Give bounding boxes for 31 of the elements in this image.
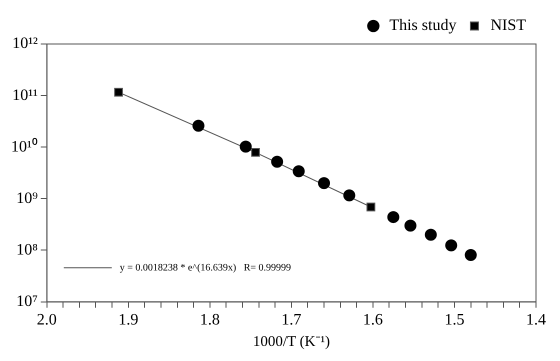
- y-tick-label: 10⁷: [16, 293, 38, 310]
- y-tick-label: 10¹²: [12, 35, 38, 52]
- y-tick-label: 10⁸: [16, 241, 38, 258]
- legend-label: This study: [389, 17, 456, 34]
- y-tick-label: 10¹⁰: [11, 137, 38, 156]
- x-tick-label: 2.0: [36, 312, 57, 329]
- y-tick-label: 10¹¹: [12, 86, 38, 104]
- x-tick-label: 1.6: [362, 312, 383, 329]
- x-tick-label: 1.9: [118, 312, 138, 329]
- x-tick-label: 1.8: [200, 312, 220, 329]
- point: [292, 165, 305, 178]
- point: [192, 120, 204, 132]
- point: [343, 189, 356, 202]
- x-tick-label: 1.5: [444, 312, 464, 329]
- legend-label: NIST: [490, 17, 526, 34]
- x-axis-title: 1000/T (K⁻¹): [252, 334, 330, 350]
- point: [114, 88, 123, 97]
- point: [445, 239, 458, 252]
- annotation: y = 0.0018238 * e^(16.639x) R= 0.99999: [120, 262, 292, 274]
- x-tick-label: 1.7: [281, 312, 302, 329]
- point: [271, 156, 284, 168]
- y-tick-label: 10⁹: [16, 190, 38, 207]
- point: [251, 148, 260, 157]
- point: [366, 202, 376, 212]
- point: [240, 140, 252, 153]
- point: [424, 228, 437, 241]
- point: [318, 177, 330, 190]
- point: [387, 211, 400, 224]
- point: [404, 220, 416, 232]
- x-tick-label: 1.4: [526, 312, 546, 329]
- point: [464, 248, 477, 261]
